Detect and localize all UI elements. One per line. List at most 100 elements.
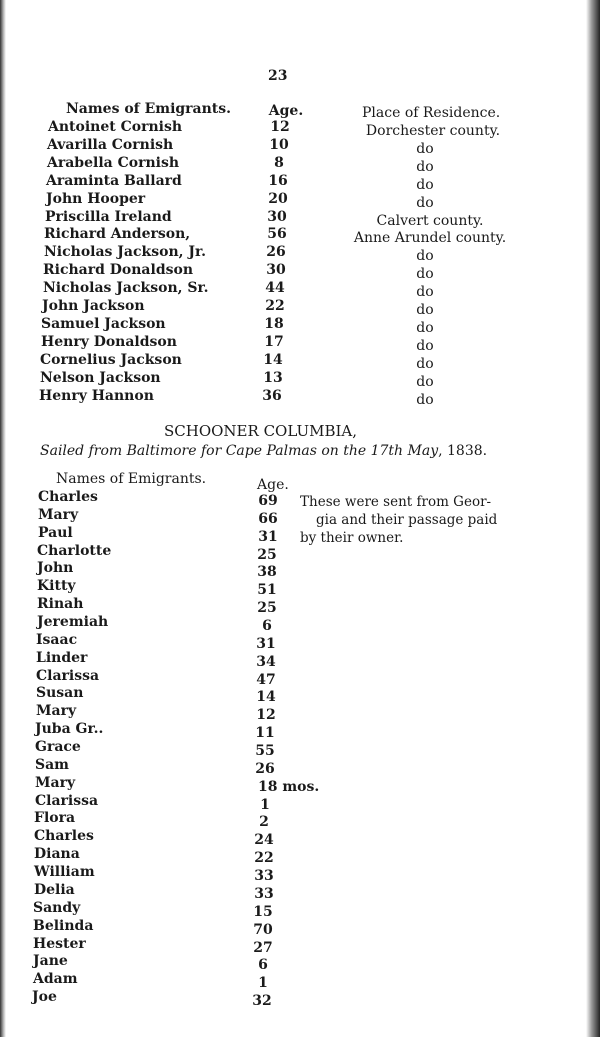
- table1-header-name: Names of Emigrants.: [66, 101, 232, 117]
- emigrant-name: Richard Anderson,: [44, 226, 191, 243]
- emigrant-name: William: [34, 864, 95, 881]
- emigrant-age: 18: [264, 315, 284, 332]
- emigrant-name: Adam: [33, 971, 78, 988]
- emigrant-age: 47: [256, 671, 276, 688]
- emigrant-name: Delia: [34, 881, 75, 898]
- subtitle-italic: Sailed from Baltimore for Cape Palmas on…: [40, 443, 439, 459]
- emigrant-age: 13: [263, 369, 283, 386]
- emigrant-name: Henry Hannon: [39, 387, 154, 404]
- emigrant-name: Paul: [38, 524, 73, 541]
- table1-header-residence: Place of Residence.: [362, 105, 501, 121]
- residence: do: [416, 337, 434, 354]
- residence: do: [416, 176, 434, 193]
- emigrant-age: 12: [270, 119, 290, 135]
- emigrant-age: 6: [258, 957, 268, 974]
- emigrant-name: Clarissa: [36, 667, 100, 684]
- emigrant-name: Kitty: [37, 578, 76, 595]
- residence: do: [416, 284, 434, 301]
- emigrant-name: Mary: [35, 774, 76, 791]
- emigrant-name: Jeremiah: [37, 614, 109, 631]
- page-number: 23: [268, 68, 288, 84]
- emigrant-age: 26: [266, 244, 286, 261]
- emigrant-age: 22: [254, 850, 274, 867]
- emigrant-name: Samuel Jackson: [41, 315, 166, 332]
- emigrant-name: Priscilla Ireland: [45, 208, 172, 225]
- emigrant-name: Mary: [38, 506, 79, 523]
- table2-header-age: Age.: [257, 477, 289, 493]
- emigrant-age: 8: [274, 154, 284, 171]
- emigrant-age: 33: [254, 868, 274, 885]
- emigrant-age: 69: [258, 493, 278, 509]
- emigrant-name: Antoinet Cornish: [48, 119, 183, 135]
- residence: do: [416, 373, 434, 390]
- emigrant-name: Henry Donaldson: [41, 333, 177, 350]
- page-edge: [586, 0, 600, 1037]
- emigrant-name: Sandy: [33, 899, 81, 916]
- section-subtitle: Sailed from Baltimore for Cape Palmas on…: [40, 443, 487, 459]
- residence: do: [416, 319, 434, 336]
- emigrant-age: 26: [255, 760, 275, 777]
- emigrant-name: Linder: [36, 649, 88, 666]
- emigrant-name: Grace: [35, 739, 81, 756]
- emigrant-name: John Jackson: [42, 298, 145, 314]
- emigrant-age: 66: [258, 510, 278, 527]
- emigrant-age: 22: [265, 298, 285, 314]
- emigrant-name: Diana: [34, 846, 80, 863]
- emigrant-name: Charles: [38, 489, 98, 505]
- emigrant-name: Nicholas Jackson, Sr.: [43, 280, 209, 297]
- emigrant-age: 70: [253, 921, 273, 938]
- emigrant-name: Arabella Cornish: [47, 154, 180, 171]
- emigrant-age: 33: [254, 885, 274, 902]
- emigrant-name: Charles: [34, 828, 94, 845]
- emigrant-name: Richard Donaldson: [43, 262, 194, 279]
- emigrant-name: Clarissa: [35, 792, 99, 809]
- emigrant-name: Araminta Ballard: [46, 172, 182, 189]
- emigrant-age: 12: [256, 707, 276, 724]
- emigrant-name: Jane: [33, 953, 68, 970]
- emigrant-age: 14: [256, 689, 276, 706]
- residence: do: [416, 194, 434, 211]
- emigrant-age: 27: [253, 939, 273, 956]
- emigrant-name: Juba Gr..: [35, 721, 104, 738]
- residence: do: [416, 140, 434, 157]
- emigrant-name: Isaac: [36, 631, 78, 648]
- page-binding-edge: [0, 0, 6, 1037]
- emigrant-name: Flora: [34, 810, 76, 827]
- note-line: gia and their passage paid: [316, 512, 498, 528]
- emigrant-age: 30: [267, 208, 287, 225]
- emigrant-age: 24: [254, 832, 274, 849]
- emigrant-age: 55: [255, 743, 275, 760]
- table2-header-name: Names of Emigrants.: [56, 471, 207, 487]
- emigrant-name: Nelson Jackson: [40, 369, 161, 386]
- residence: Calvert county.: [376, 212, 484, 229]
- emigrant-age: 14: [263, 351, 283, 368]
- emigrant-name: Belinda: [33, 917, 94, 934]
- emigrant-age: 30: [266, 262, 286, 279]
- emigrant-age: 1: [258, 975, 268, 992]
- residence: do: [416, 355, 434, 372]
- emigrant-age: 56: [267, 226, 287, 243]
- emigrant-name: Sam: [35, 756, 69, 773]
- emigrant-age: 15: [253, 903, 273, 920]
- emigrant-age: 1: [260, 796, 270, 813]
- emigrant-age: 25: [257, 546, 277, 563]
- emigrant-name: Avarilla Cornish: [47, 136, 174, 153]
- emigrant-age: 16: [268, 172, 288, 189]
- emigrant-name: Nicholas Jackson, Jr.: [44, 244, 206, 261]
- emigrant-name: John Hooper: [46, 190, 146, 207]
- emigrant-age: 31: [258, 528, 278, 545]
- emigrant-name: Susan: [36, 685, 84, 702]
- emigrant-age: 10: [269, 136, 289, 153]
- subtitle-year: , 1838.: [438, 443, 488, 459]
- emigrant-age: 18 mos.: [258, 778, 320, 795]
- residence: do: [416, 302, 434, 318]
- residence: do: [416, 158, 434, 175]
- emigrant-age: 38: [257, 564, 277, 581]
- residence: do: [416, 248, 434, 265]
- emigrant-age: 31: [256, 635, 276, 652]
- emigrant-name: Cornelius Jackson: [40, 351, 182, 368]
- table1-header-age: Age.: [268, 103, 304, 119]
- residence: do: [416, 391, 434, 408]
- residence: Anne Arundel county.: [353, 230, 507, 247]
- emigrant-name: Mary: [36, 703, 77, 720]
